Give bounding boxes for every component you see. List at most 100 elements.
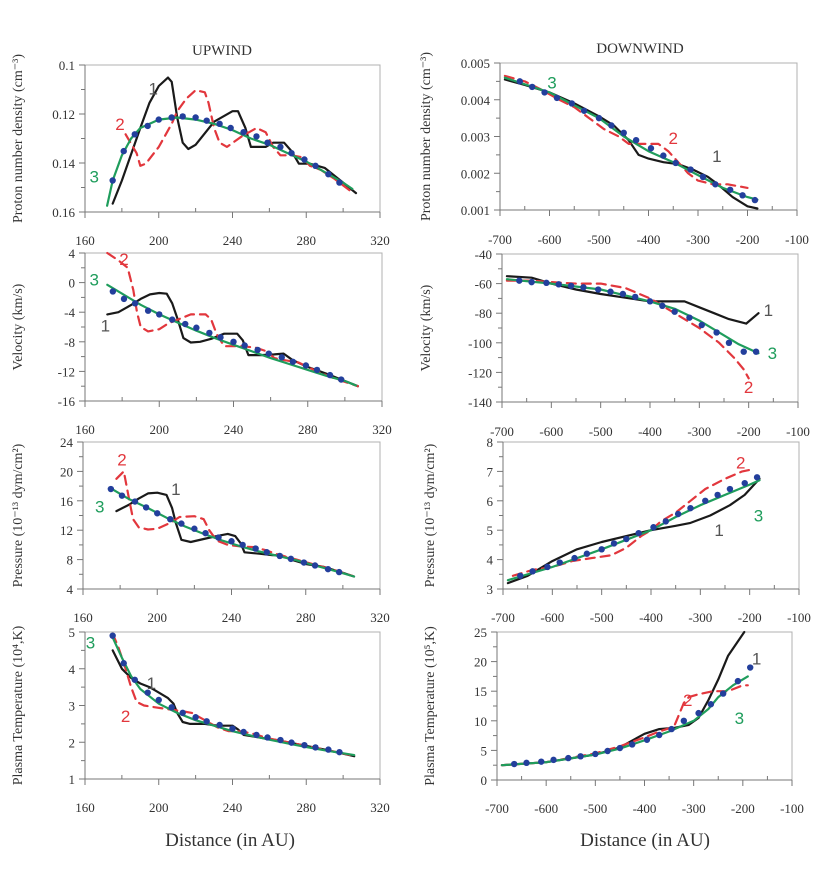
data-point — [240, 129, 247, 136]
x-tick-label: 200 — [150, 422, 170, 437]
data-point — [202, 529, 209, 537]
data-point — [713, 329, 720, 336]
data-point — [156, 311, 163, 318]
data-point — [699, 173, 707, 181]
data-point — [192, 114, 199, 121]
data-point — [109, 632, 116, 639]
y-tick-label: 0.005 — [461, 56, 490, 71]
y-tick-label: 5 — [481, 743, 488, 758]
y-tick-label: 7 — [487, 464, 494, 479]
data-point — [217, 334, 224, 341]
y-tick-label: -140 — [468, 395, 492, 410]
data-point — [278, 354, 285, 361]
data-point — [206, 329, 213, 337]
data-point — [541, 89, 548, 96]
data-point — [556, 559, 563, 566]
data-point — [604, 747, 611, 755]
data-point — [336, 748, 343, 756]
data-point — [516, 78, 523, 85]
y-axis-label: Plasma Temperature (10⁴,K) — [11, 625, 26, 785]
x-tick-label: 280 — [298, 422, 318, 437]
y-tick-label: -100 — [468, 336, 492, 351]
data-point — [668, 725, 675, 733]
y-tick-label: 12 — [60, 523, 73, 538]
y-tick-label: 15 — [474, 684, 487, 699]
curve-label-2: 2 — [117, 451, 126, 470]
data-point — [714, 491, 721, 499]
y-tick-label: 0.001 — [461, 203, 490, 218]
data-point — [120, 147, 127, 155]
data-point — [543, 279, 550, 287]
data-point — [751, 196, 759, 204]
x-tick-label: 240 — [223, 800, 243, 815]
data-point — [595, 286, 602, 293]
curve-label-1: 1 — [147, 674, 156, 693]
data-point — [287, 555, 295, 563]
data-point — [301, 741, 308, 749]
data-point — [131, 498, 139, 505]
data-point — [719, 690, 727, 697]
x-tick-label: -300 — [688, 610, 712, 625]
x-tick-label: 200 — [149, 233, 169, 248]
curve-label-3: 3 — [90, 271, 99, 290]
x-tick-label: 280 — [297, 800, 317, 815]
x-tick-label: -400 — [638, 424, 662, 439]
data-point — [511, 760, 518, 768]
data-point — [702, 497, 709, 504]
x-tick-label: -200 — [736, 232, 760, 247]
x-tick-label: -700 — [490, 424, 514, 439]
x-tick-label: 160 — [73, 610, 93, 625]
series-line-3 — [503, 76, 759, 201]
series-line-3 — [109, 487, 356, 578]
curve-label-1: 1 — [148, 79, 157, 98]
data-point — [107, 485, 115, 493]
data-point — [253, 731, 260, 739]
y-axis-label: Pressure (10⁻¹³ dym/cm²) — [11, 443, 26, 587]
data-point — [337, 376, 345, 383]
data-point — [568, 100, 575, 107]
y-tick-label: 0.004 — [461, 93, 491, 108]
x-tick-label: -200 — [737, 424, 761, 439]
data-point — [118, 492, 126, 499]
series-line-1 — [115, 491, 356, 578]
data-point — [659, 302, 666, 309]
data-point — [656, 731, 663, 739]
data-point — [302, 362, 310, 369]
y-tick-label: 0 — [69, 276, 76, 291]
x-tick-label: 240 — [223, 233, 243, 248]
x-tick-label: -500 — [583, 801, 607, 816]
data-point — [695, 709, 702, 717]
data-point — [203, 718, 210, 725]
data-point — [192, 714, 199, 721]
data-point — [179, 113, 186, 120]
data-point — [312, 744, 319, 751]
series-group — [106, 251, 359, 388]
panel-7: -700 -600 -500 -400 -300 -200 -100 8 7 6 5 4 3 Pressu… — [423, 435, 811, 625]
data-point — [241, 342, 248, 349]
curve-label-2: 2 — [736, 453, 745, 472]
data-point — [643, 736, 651, 743]
curve-label-2: 2 — [683, 691, 692, 710]
curve-label-2: 2 — [119, 250, 128, 269]
y-tick-label: 0 — [481, 773, 488, 788]
data-point — [528, 83, 536, 91]
panel-8: -700 -600 -500 -400 -300 -200 -100 25 20 15 10 5 0 Pl… — [423, 625, 804, 816]
data-point — [167, 515, 174, 523]
y-tick-label: 25 — [474, 625, 487, 640]
data-point — [182, 320, 189, 328]
data-point — [230, 338, 237, 345]
series-line-3 — [111, 636, 356, 757]
y-tick-label: 8 — [67, 553, 74, 568]
y-tick-label: 24 — [60, 435, 74, 450]
data-point — [142, 504, 150, 511]
x-tick-label: -600 — [540, 610, 564, 625]
x-tick-label: 160 — [75, 800, 95, 815]
series-line-1 — [111, 76, 358, 205]
y-axis-label: Velocity (km/s) — [11, 283, 26, 370]
data-point — [229, 725, 236, 732]
data-point — [300, 559, 308, 566]
series-line-3 — [506, 479, 761, 582]
y-tick-label: 10 — [474, 714, 487, 729]
data-point — [647, 145, 655, 152]
curve-label-3: 3 — [95, 498, 104, 517]
